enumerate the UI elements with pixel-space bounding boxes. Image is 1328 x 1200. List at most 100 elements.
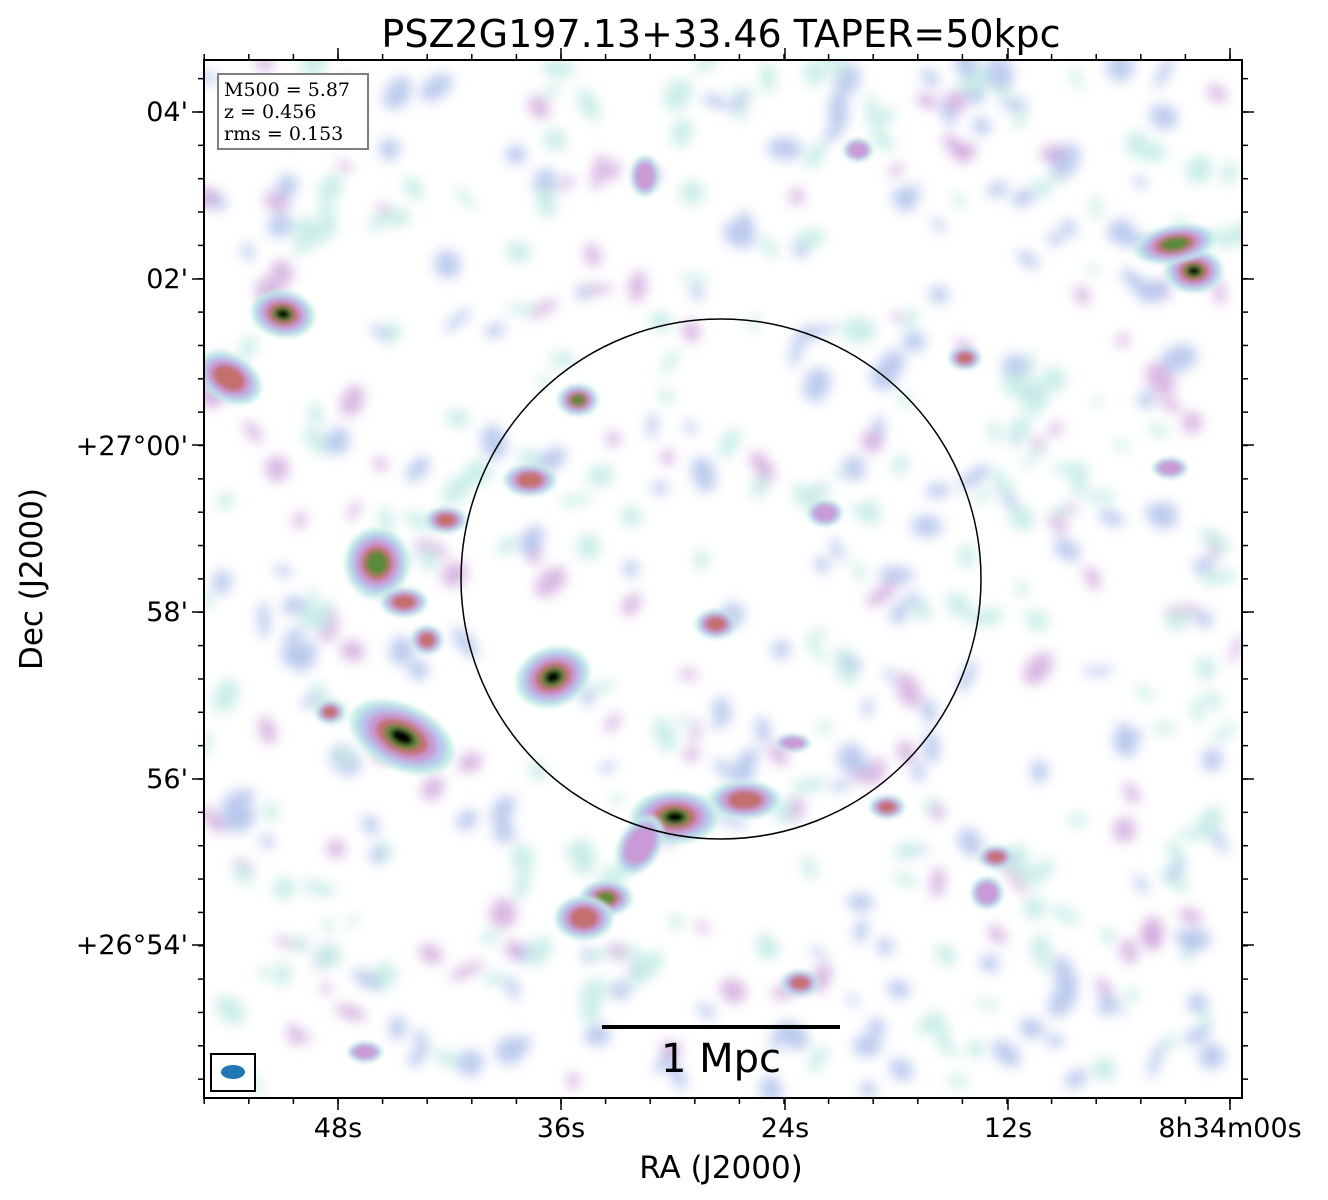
noise-blob: [313, 944, 343, 969]
noise-blob: [361, 814, 380, 836]
noise-blob: [302, 428, 333, 455]
noise-blob: [791, 1028, 804, 1049]
noise-blob: [388, 636, 415, 665]
noise-blob: [373, 456, 389, 471]
noise-blob: [659, 1040, 683, 1057]
noise-blob: [609, 943, 627, 961]
noise-blob: [1022, 896, 1046, 920]
noise-blob: [636, 951, 664, 982]
noise-blob: [711, 697, 731, 718]
noise-blob: [1201, 748, 1224, 772]
noise-blob: [1195, 656, 1216, 681]
noise-blob: [290, 640, 318, 672]
noise-blob: [1212, 722, 1236, 743]
noise-blob: [340, 640, 366, 662]
noise-blob: [317, 173, 344, 203]
source-contour: [517, 472, 543, 488]
noise-blob: [730, 88, 755, 99]
noise-blob: [272, 876, 296, 900]
noise-blob: [1178, 908, 1203, 924]
noise-blob: [658, 389, 675, 405]
noise-blob: [937, 1034, 958, 1058]
noise-blob: [679, 668, 699, 680]
noise-blob: [860, 499, 881, 526]
noise-blob: [263, 803, 280, 821]
source-contour: [665, 811, 685, 823]
noise-blob: [867, 1017, 887, 1036]
noise-blob: [403, 176, 424, 200]
noise-blob: [335, 746, 358, 765]
noise-blob: [660, 350, 679, 375]
source-contour: [727, 790, 763, 810]
noise-blob: [599, 762, 617, 773]
noise-blob: [456, 809, 479, 831]
y-tick-labels: 04' 02' +27°00' 58' 56' +26°54': [76, 97, 188, 961]
noise-blob: [791, 778, 828, 793]
noise-blob: [892, 186, 917, 212]
noise-blob: [593, 680, 616, 693]
noise-blob: [301, 60, 327, 80]
noise-blob: [580, 978, 608, 1008]
noise-blob: [1211, 830, 1229, 853]
radio-source: [555, 896, 613, 940]
radio-source: [557, 384, 599, 416]
noise-blob: [1073, 286, 1091, 305]
noise-blob: [255, 60, 275, 72]
noise-blob: [727, 94, 749, 112]
noise-blob: [413, 1029, 429, 1054]
noise-blob: [846, 993, 860, 1007]
noise-blob: [325, 427, 351, 455]
noise-blob: [929, 866, 946, 898]
noise-blob: [1100, 928, 1117, 944]
noise-blob: [679, 274, 710, 283]
noise-blob: [292, 217, 326, 248]
noise-blob: [958, 659, 977, 694]
noise-blob: [326, 839, 346, 859]
noise-blob: [434, 1049, 463, 1068]
noise-blob: [719, 978, 747, 1004]
noise-blob: [681, 320, 701, 343]
y-tick-label: 04': [146, 97, 188, 128]
noise-blob: [939, 100, 956, 127]
noise-blob: [542, 86, 562, 98]
source-contour: [419, 632, 435, 648]
noise-blob: [876, 937, 894, 956]
noise-blob: [653, 717, 677, 753]
noise-blob: [1052, 956, 1072, 972]
noise-blob: [308, 402, 323, 427]
source-contour: [957, 352, 973, 364]
noise-blob: [987, 421, 1001, 444]
source-contour: [353, 1045, 377, 1059]
tick-marks: [192, 48, 1254, 1110]
noise-blob: [691, 456, 717, 493]
noise-blob: [771, 1028, 780, 1054]
noise-blob: [804, 142, 827, 169]
x-tick-label: 12s: [984, 1113, 1032, 1144]
radio-source: [503, 464, 557, 496]
noise-blob: [958, 464, 991, 490]
source-contour: [570, 394, 586, 406]
noise-blob: [1123, 782, 1140, 804]
noise-blob: [1145, 504, 1160, 523]
noise-blob: [444, 308, 472, 332]
noise-blob: [591, 153, 607, 190]
source-contour: [790, 976, 810, 990]
noise-blob: [695, 60, 721, 73]
radio-source: [869, 795, 905, 819]
noise-blob: [904, 592, 922, 606]
noise-blob: [620, 506, 643, 527]
noise-blob: [847, 754, 872, 772]
source-contour: [623, 824, 657, 866]
noise-blob: [923, 730, 940, 765]
radio-source: [971, 877, 1003, 909]
noise-blob: [1144, 143, 1166, 163]
noise-blob: [990, 469, 1013, 496]
noise-blob: [419, 73, 453, 102]
noise-blob: [896, 740, 916, 764]
noise-blob: [322, 920, 335, 933]
noise-blob: [491, 796, 510, 830]
noise-blob: [749, 451, 776, 482]
noise-blob: [702, 93, 728, 109]
source-contour: [276, 308, 290, 320]
noise-blob: [517, 448, 540, 466]
